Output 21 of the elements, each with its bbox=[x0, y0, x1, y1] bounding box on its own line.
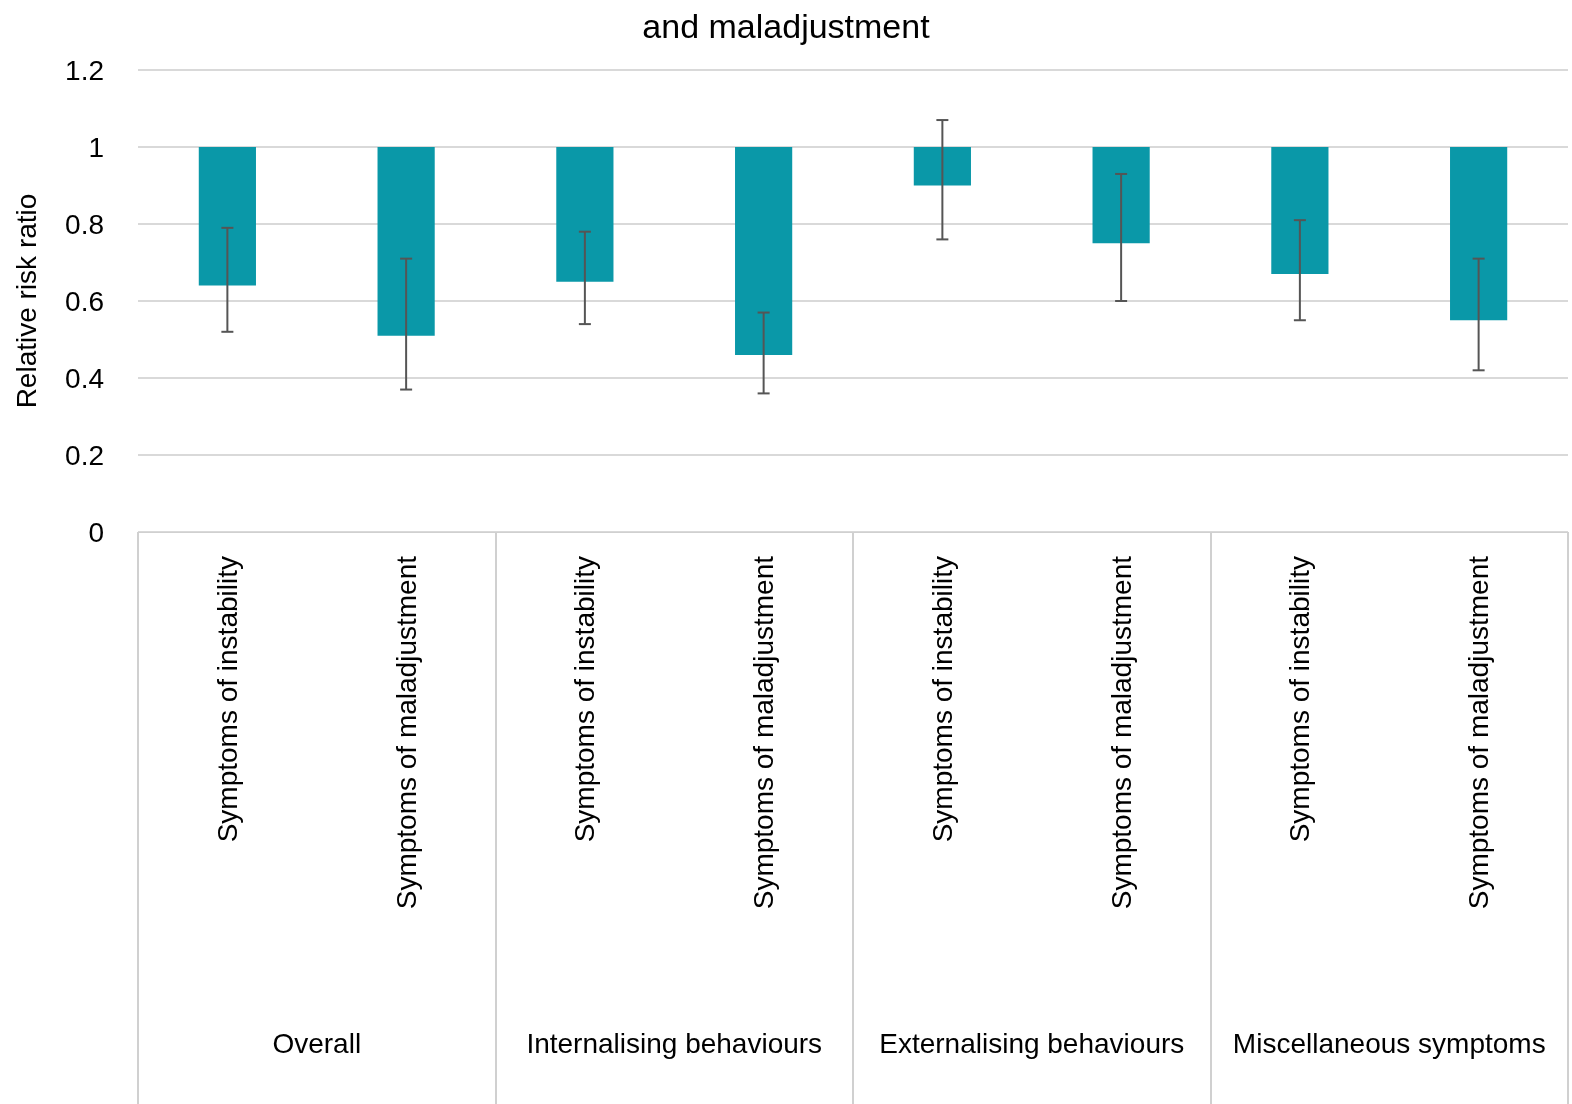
text: Miscellaneous symptoms bbox=[1232, 1027, 1546, 1059]
x-tick-label: Symptoms of maladjustment bbox=[1105, 555, 1137, 910]
x-tick-label: Symptoms of instability bbox=[211, 556, 243, 843]
y-tick-label: 0.2 bbox=[65, 439, 104, 471]
text: Overall bbox=[272, 1027, 362, 1059]
y-tick-label: 1 bbox=[88, 131, 104, 163]
x-tick-label: Symptoms of instability bbox=[926, 556, 958, 843]
x-tick-label: Symptoms of maladjustment bbox=[1463, 555, 1495, 910]
chart-title: and maladjustment bbox=[642, 7, 931, 45]
y-tick-label: 0.8 bbox=[65, 208, 104, 240]
y-tick-label: 0.4 bbox=[65, 362, 104, 394]
y-axis-title: Relative risk ratio bbox=[10, 193, 42, 409]
y-tick-label: 0 bbox=[88, 516, 104, 548]
y-tick-label: 0.6 bbox=[65, 285, 104, 317]
text: Internalising behaviours bbox=[526, 1027, 823, 1059]
x-tick-label: Symptoms of maladjustment bbox=[390, 555, 422, 910]
x-tick-label: Symptoms of maladjustment bbox=[748, 555, 780, 910]
x-tick-label: Symptoms of instability bbox=[569, 556, 601, 843]
text: Externalising behaviours bbox=[879, 1027, 1185, 1059]
x-tick-label: Symptoms of instability bbox=[1284, 556, 1316, 843]
y-tick-label: 1.2 bbox=[65, 54, 104, 86]
